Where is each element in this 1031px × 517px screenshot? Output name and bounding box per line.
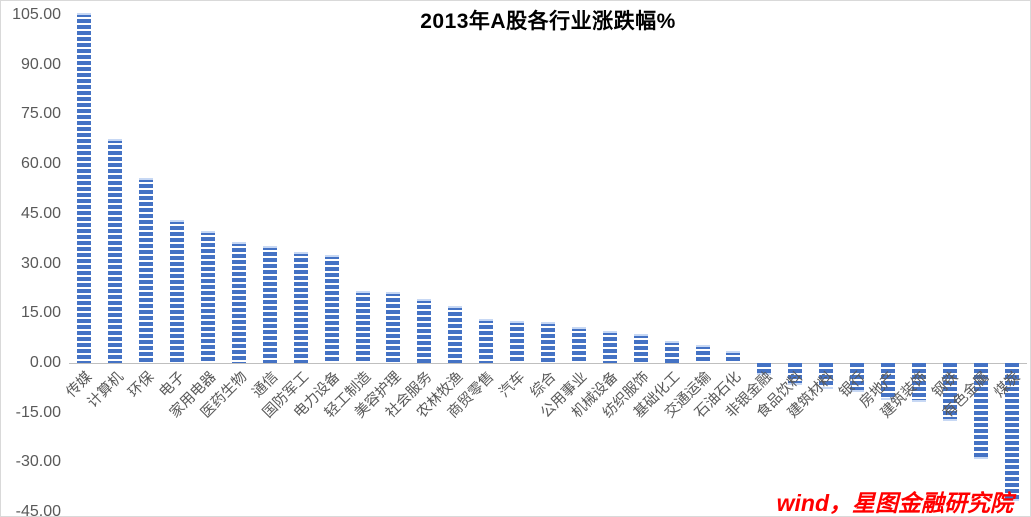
y-axis-tick-label: 15.00 — [20, 304, 61, 322]
bar-计算机 — [108, 138, 123, 363]
x-axis-line — [69, 363, 1027, 364]
bar-医药生物 — [231, 241, 246, 363]
category-label-环保: 环保 — [125, 369, 158, 401]
bar-钢铁 — [942, 363, 957, 421]
bar-传媒 — [77, 13, 92, 363]
bar-电力设备 — [324, 254, 339, 363]
bar-机械设备 — [602, 330, 617, 363]
bar-基础化工 — [664, 341, 679, 363]
category-label-汽车: 汽车 — [496, 369, 529, 401]
bar-国防军工 — [293, 251, 308, 363]
y-axis-tick-label: -45.00 — [15, 503, 61, 517]
y-axis-tick-label: 45.00 — [20, 204, 61, 222]
bar-美容护理 — [386, 291, 401, 363]
bar-公用事业 — [571, 326, 586, 363]
bar-银行 — [850, 363, 865, 393]
bar-电子 — [170, 219, 185, 363]
y-axis-tick-label: 90.00 — [20, 55, 61, 73]
bar-有色金属 — [973, 363, 988, 460]
bar-社会服务 — [417, 298, 432, 363]
bar-轻工制造 — [355, 290, 370, 363]
y-axis-tick-label: 60.00 — [20, 155, 61, 173]
bar-食品饮料 — [788, 363, 803, 385]
bar-非银金融 — [757, 363, 772, 375]
y-axis-tick-label: -30.00 — [15, 453, 61, 471]
bar-农林牧渔 — [448, 305, 463, 363]
chart-title: 2013年A股各行业涨跌幅% — [420, 10, 676, 33]
bar-商贸零售 — [479, 318, 494, 363]
bar-通信 — [262, 246, 277, 363]
bar-建筑装饰 — [911, 363, 926, 402]
bar-家用电器 — [201, 231, 216, 363]
y-axis-tick-label: 75.00 — [20, 105, 61, 123]
category-label-煤炭: 煤炭 — [991, 369, 1023, 401]
bar-综合 — [541, 321, 555, 363]
y-axis-tick-label: 30.00 — [20, 254, 61, 272]
bar-房地产 — [880, 363, 895, 401]
bar-纺织服饰 — [633, 334, 648, 363]
bar-交通运输 — [695, 345, 710, 363]
y-axis-tick-label: 0.00 — [29, 354, 61, 371]
bar-汽车 — [510, 320, 525, 363]
bar-环保 — [139, 177, 154, 363]
watermark-text: wind，星图金融研究院 — [776, 490, 1013, 516]
bar-石油石化 — [726, 351, 741, 363]
y-axis-tick-label: -15.00 — [15, 403, 61, 421]
y-axis-tick-label: 105.00 — [12, 5, 61, 23]
bar-煤炭 — [1004, 363, 1019, 501]
bar-建筑材料 — [819, 363, 834, 389]
